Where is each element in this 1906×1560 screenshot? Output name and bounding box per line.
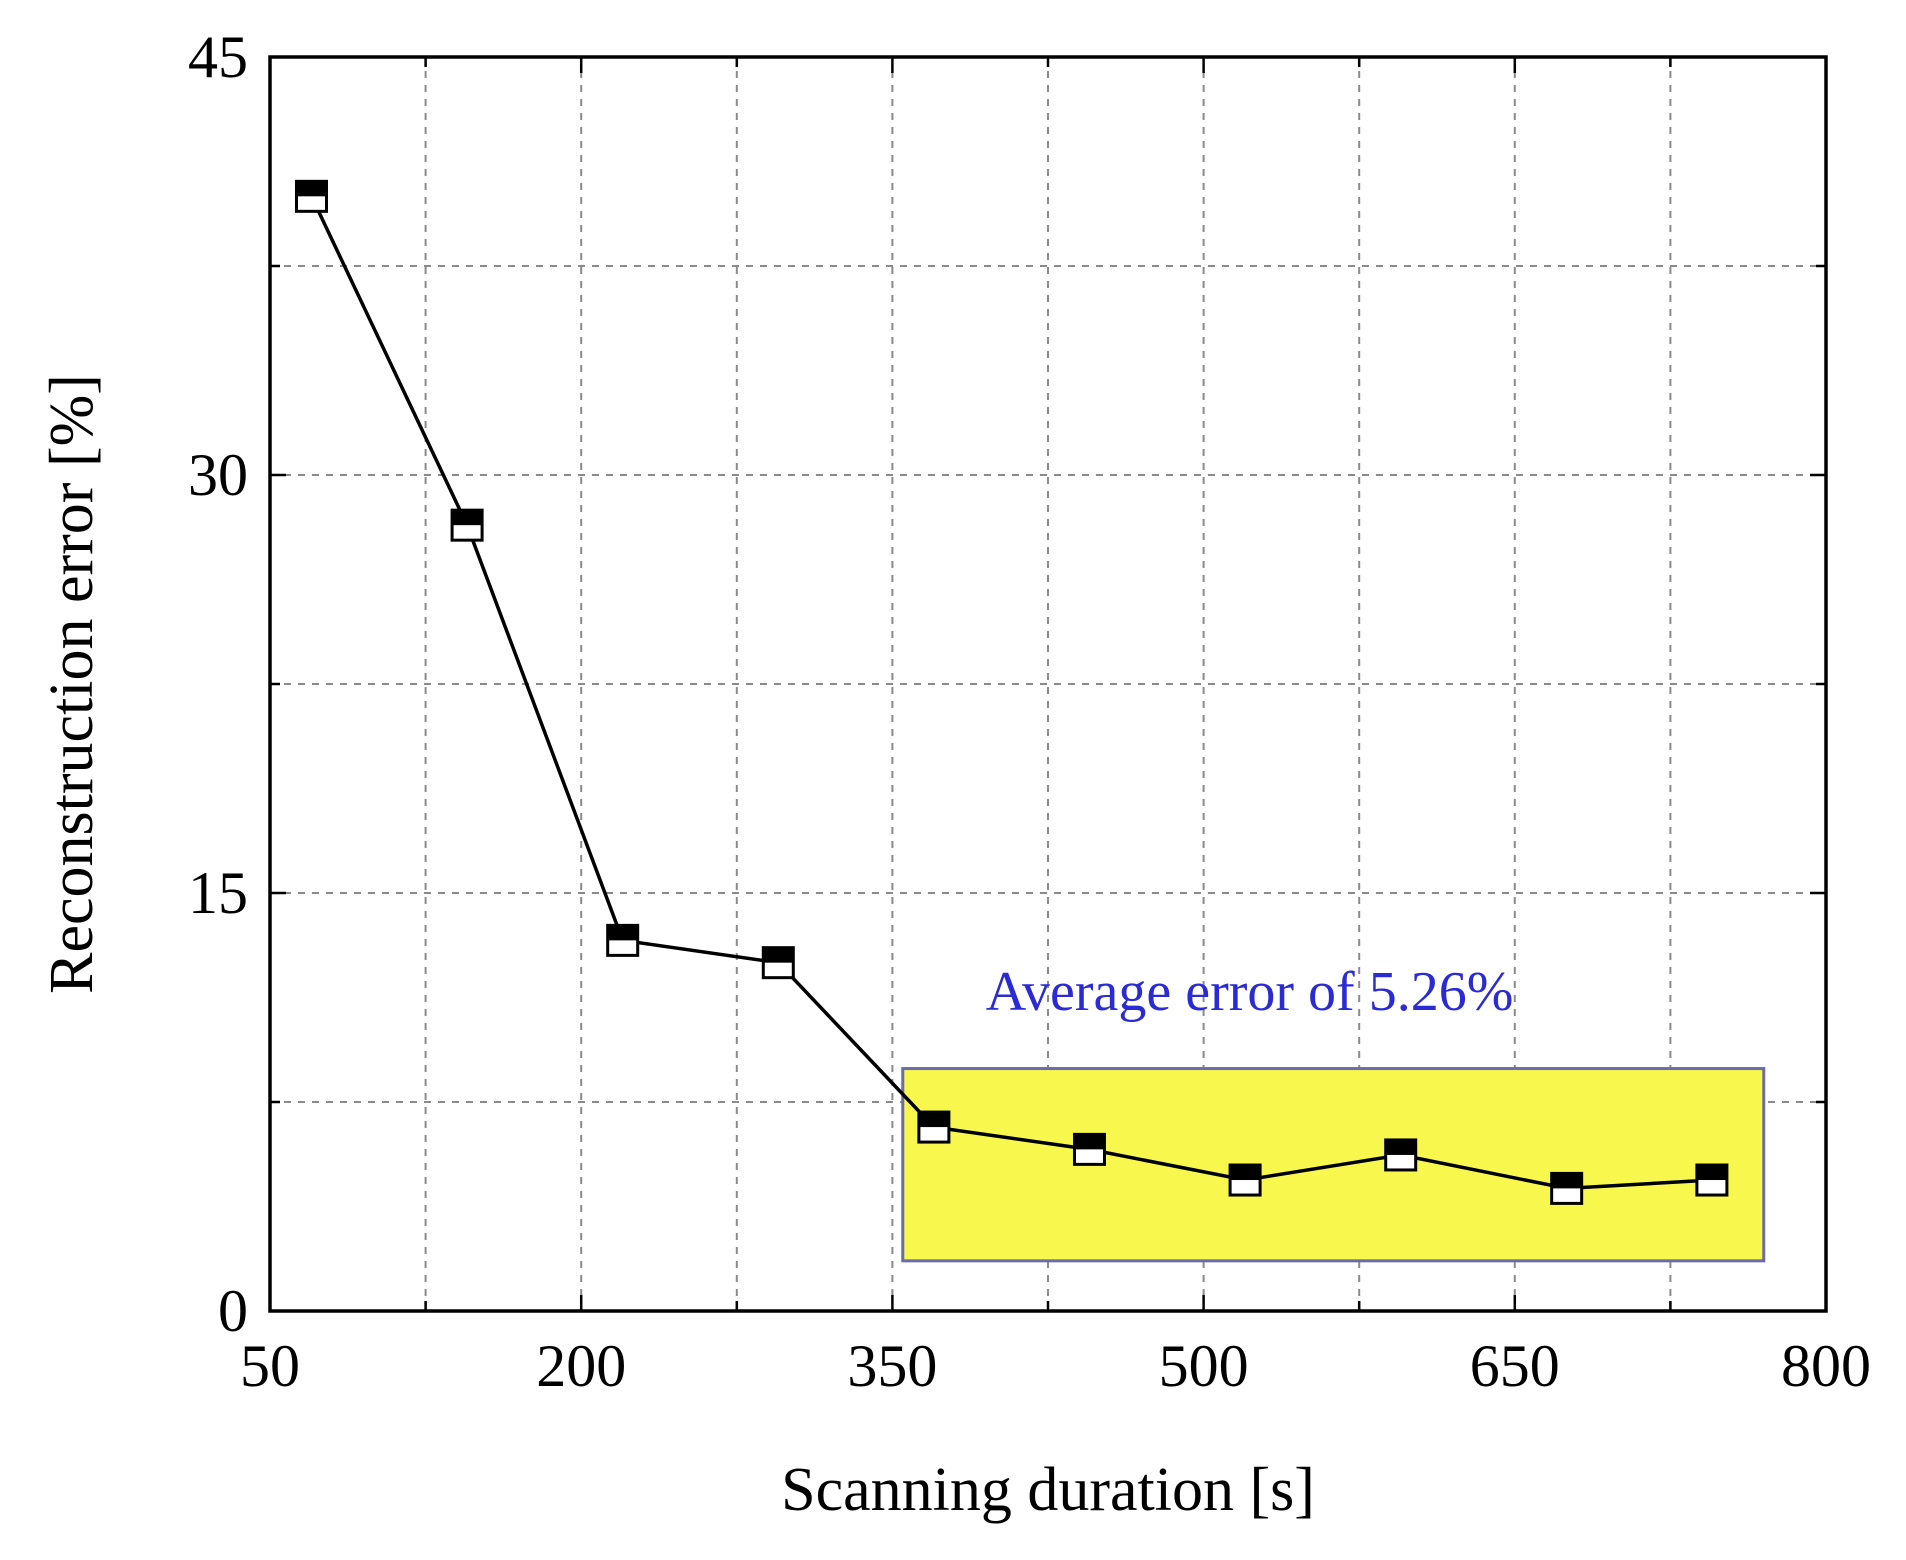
x-tick-label: 500: [1159, 1333, 1249, 1399]
data-point: [761, 946, 795, 980]
y-tick-label: 30: [188, 442, 248, 508]
data-point: [606, 923, 640, 957]
x-tick-label: 200: [536, 1333, 626, 1399]
x-axis-title: Scanning duration [s]: [781, 1456, 1315, 1524]
series-reconstruction-error: [294, 179, 1729, 1205]
data-point: [917, 1110, 951, 1144]
data-point: [1695, 1163, 1729, 1197]
y-tick-label: 15: [188, 860, 248, 926]
data-point: [294, 179, 328, 213]
data-point: [1072, 1132, 1106, 1166]
y-tick-label: 0: [218, 1278, 248, 1344]
x-tick-label: 650: [1470, 1333, 1560, 1399]
y-axis-title: Reconstruction error [%]: [38, 374, 106, 994]
x-tick-label: 800: [1781, 1333, 1871, 1399]
data-point: [450, 508, 484, 542]
y-tick-label: 45: [188, 24, 248, 90]
x-tick-label: 50: [240, 1333, 300, 1399]
axis-labels: Scanning duration [s] Reconstruction err…: [38, 24, 1871, 1524]
x-tick-label: 350: [847, 1333, 937, 1399]
series-line: [309, 195, 1712, 1191]
plot-frame: [268, 55, 1828, 1313]
data-point: [1228, 1163, 1262, 1197]
average-error-annotation: Average error of 5.26%: [986, 961, 1514, 1023]
data-point: [1550, 1171, 1584, 1205]
data-point: [1384, 1138, 1418, 1172]
